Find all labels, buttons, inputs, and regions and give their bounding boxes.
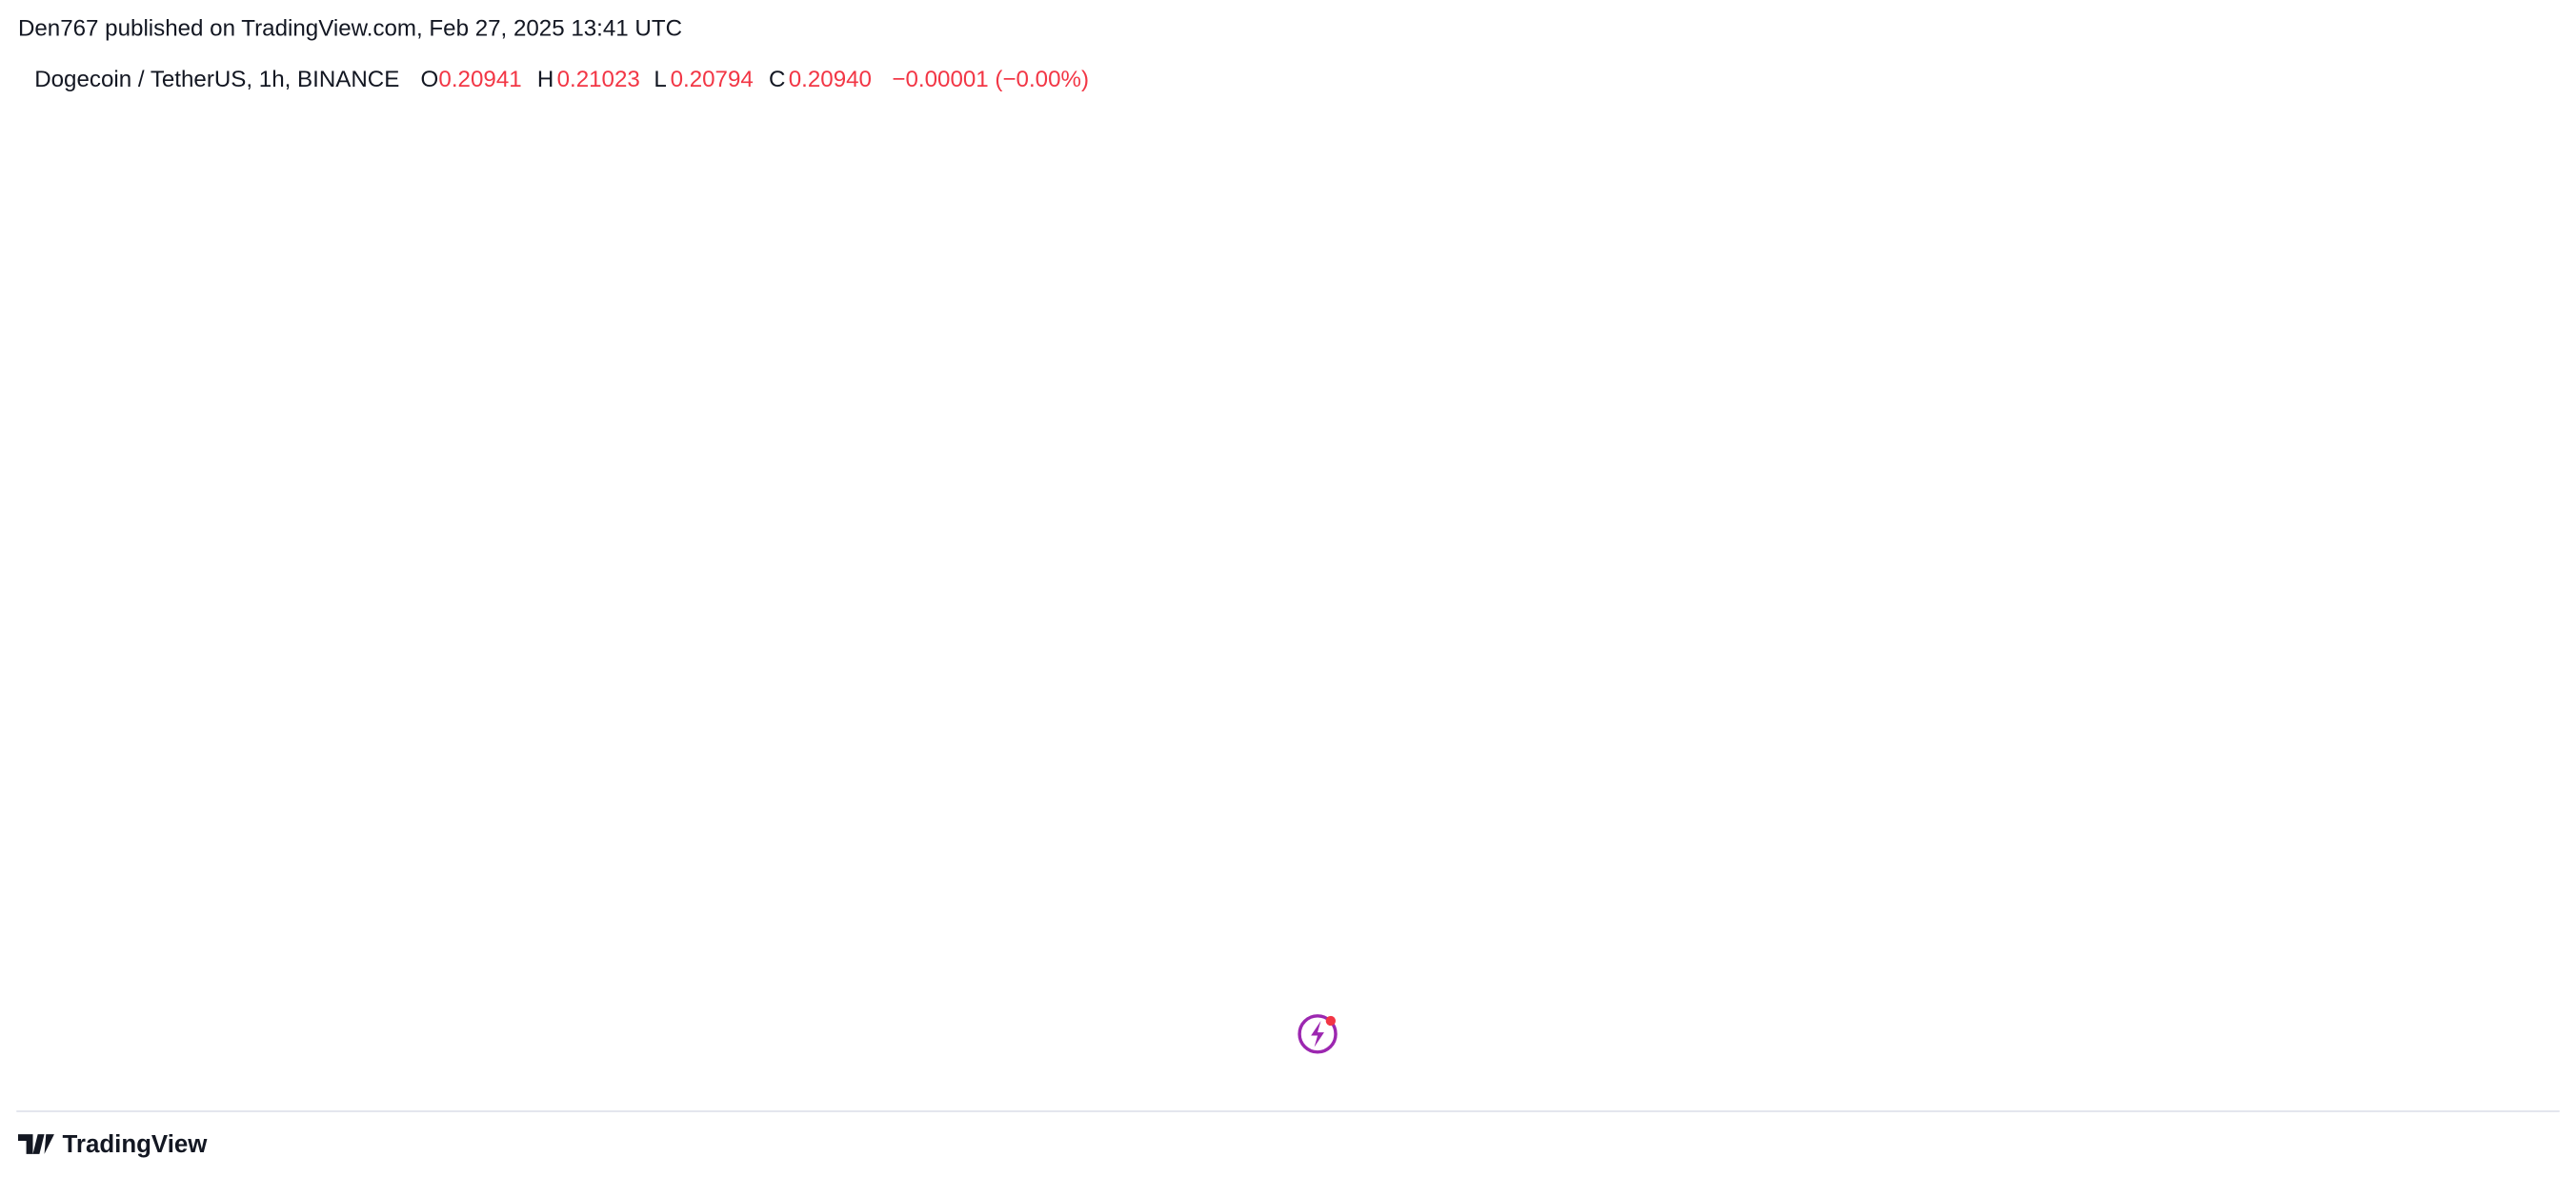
symbol-title: Dogecoin / TetherUS, 1h, BINANCE (34, 67, 399, 92)
alert-bolt (1311, 1021, 1324, 1047)
legend-value: 0.20794 (671, 67, 754, 92)
legend-key: C (769, 67, 785, 92)
label-layer: Dogecoin / TetherUS, 1h, BINANCE O 0.209… (17, 67, 1338, 1158)
legend-key: H (537, 67, 553, 92)
alert-dot (1325, 1015, 1337, 1027)
legend-value: 0.20941 (438, 67, 521, 92)
alert-icon[interactable] (1298, 1014, 1338, 1054)
logo-icon (17, 1134, 54, 1154)
legend-value: 0.20940 (789, 67, 872, 92)
legend-value: 0.21023 (557, 67, 640, 92)
legend-key: L (654, 67, 666, 92)
brand-name: TradingView (63, 1131, 209, 1158)
publish-info: Den767 published on TradingView.com, Feb… (18, 15, 682, 41)
legend-change: −0.00001 (−0.00%) (892, 67, 1089, 92)
legend-key: O (420, 67, 438, 92)
brand-logo: TradingView (17, 1131, 209, 1158)
